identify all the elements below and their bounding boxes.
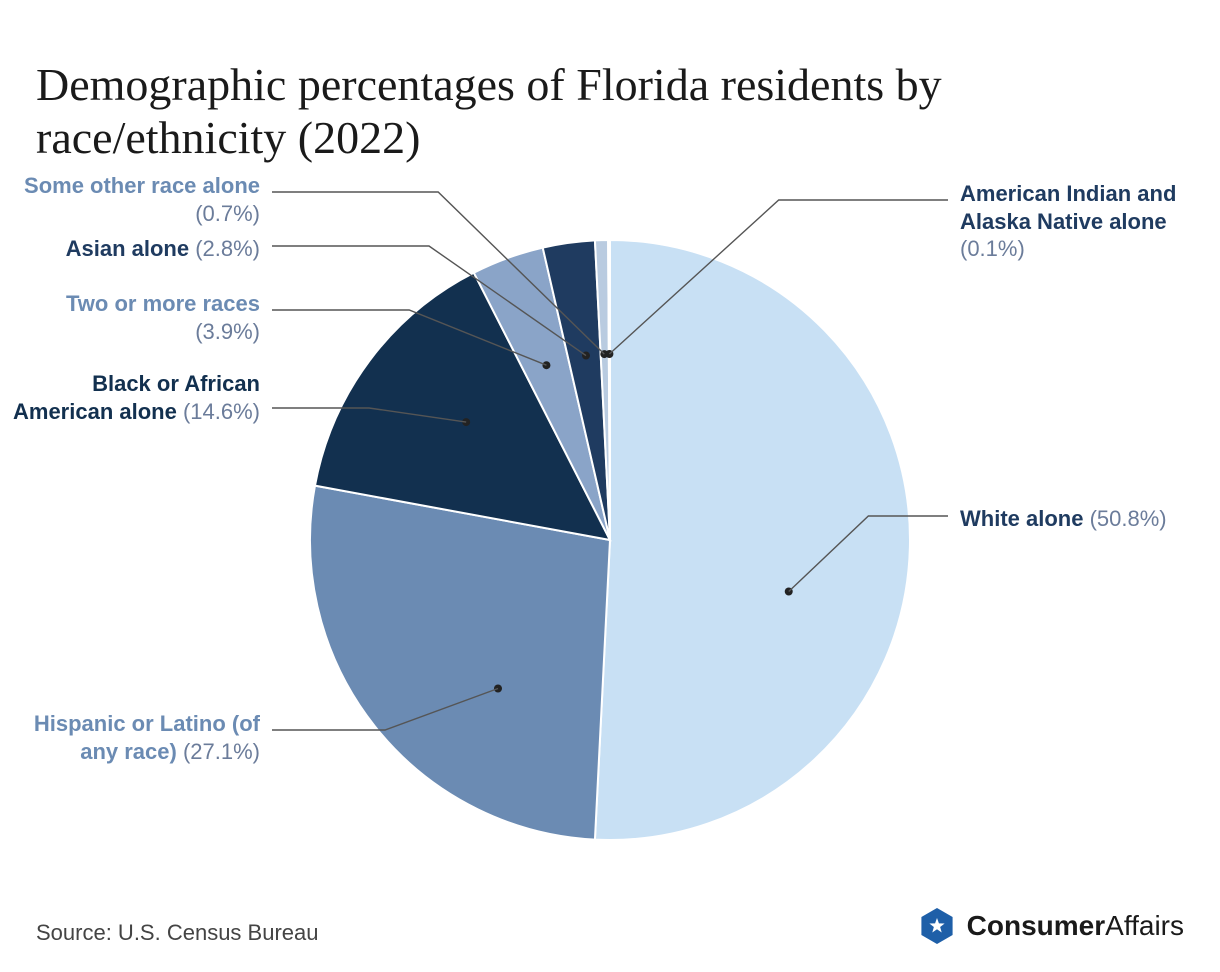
slice-label-hispanic: Hispanic or Latino (of any race) (27.1%) xyxy=(10,710,260,765)
slice-label-black: Black or African American alone (14.6%) xyxy=(10,370,260,425)
slice-label-name: Asian alone xyxy=(66,236,196,261)
slice-label-aian: American Indian and Alaska Native alone … xyxy=(960,180,1210,263)
slice-label-twoplus: Two or more races (3.9%) xyxy=(10,290,260,345)
slice-label-pct: (0.7%) xyxy=(195,201,260,226)
pie-slice-hispanic xyxy=(310,486,610,840)
slice-label-asian: Asian alone (2.8%) xyxy=(66,235,260,263)
brand-strong: Consumer xyxy=(967,910,1105,941)
slice-label-pct: (2.8%) xyxy=(195,236,260,261)
slice-label-name: Some other race alone xyxy=(24,173,260,198)
slice-label-pct: (0.1%) xyxy=(960,236,1025,261)
slice-label-name: Two or more races xyxy=(66,291,260,316)
slice-label-pct: (14.6%) xyxy=(183,399,260,424)
slice-label-white: White alone (50.8%) xyxy=(960,505,1167,533)
slice-label-other: Some other race alone (0.7%) xyxy=(10,172,260,227)
pie-slice-white xyxy=(595,240,910,840)
pie-chart: White alone (50.8%) Hispanic or Latino (o… xyxy=(0,170,1220,900)
slice-label-name: American Indian and Alaska Native alone xyxy=(960,181,1176,234)
brand-light: Affairs xyxy=(1105,910,1184,941)
slice-label-pct: (3.9%) xyxy=(195,319,260,344)
slice-label-name: White alone xyxy=(960,506,1090,531)
slice-label-pct: (27.1%) xyxy=(183,739,260,764)
brand-badge-icon xyxy=(917,906,957,946)
slice-label-pct: (50.8%) xyxy=(1090,506,1167,531)
page-title: Demographic percentages of Florida resid… xyxy=(36,59,1184,165)
source-caption: Source: U.S. Census Bureau xyxy=(36,920,318,946)
brand-logo: ConsumerAffairs xyxy=(917,906,1184,946)
footer: Source: U.S. Census Bureau ConsumerAffai… xyxy=(36,906,1184,946)
